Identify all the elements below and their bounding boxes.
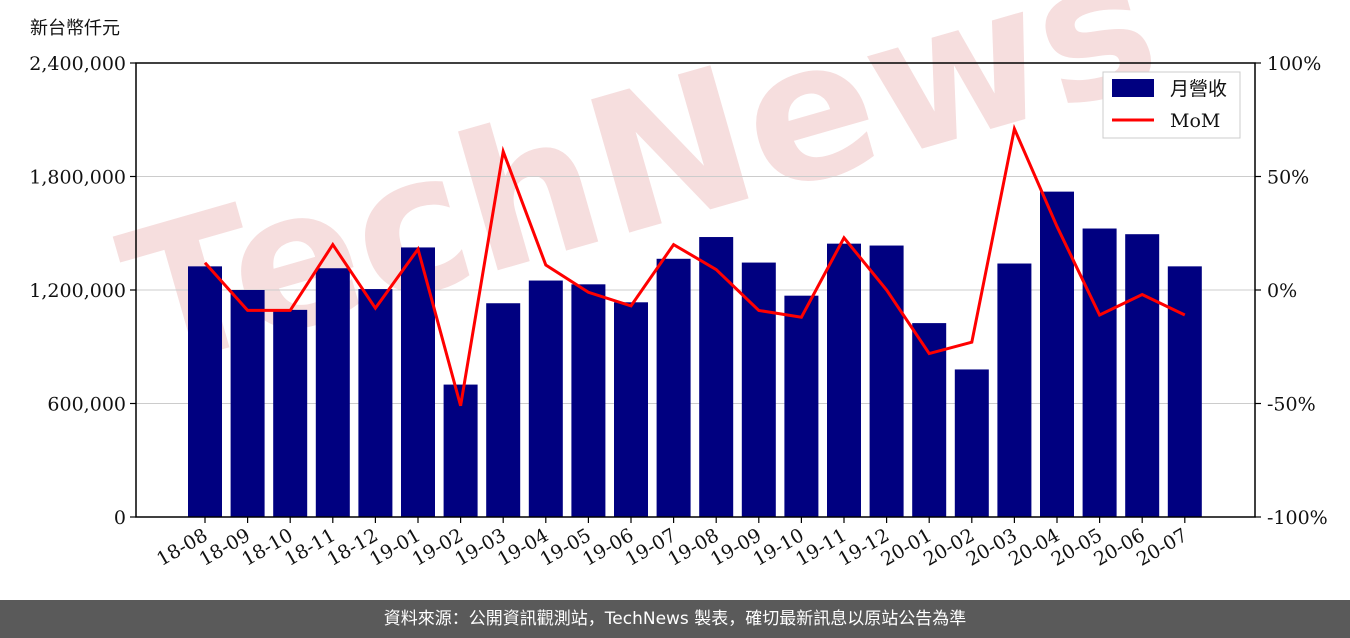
bar-20-07 [1167,266,1202,517]
y-left-tick-label: 2,400,000 [29,53,126,75]
bar-20-04 [1040,191,1074,517]
revenue-chart: TechNews 0600,0001,200,0001,800,0002,400… [29,0,1328,571]
y-right-tick-label: -100% [1267,507,1328,529]
bar-20-06 [1125,234,1160,517]
bar-18-10 [273,309,308,517]
legend-label-revenue: 月營收 [1170,78,1227,100]
legend-bar-swatch [1112,79,1154,97]
bar-20-02 [954,369,989,517]
revenue-bars [188,191,1202,518]
y-right-tick-label: 0% [1267,280,1297,302]
bar-18-08 [188,266,222,517]
bar-19-07 [656,258,691,517]
bar-19-08 [699,237,734,518]
bar-19-03 [486,303,521,517]
legend: 月營收 MoM [1102,71,1241,139]
y-left-tick-label: 600,000 [47,394,126,416]
y-left-tick-label: 0 [114,507,126,529]
bar-18-12 [358,289,393,517]
mom-line [203,123,1186,407]
bar-19-05 [571,284,606,517]
y-right-tick-label: 100% [1267,53,1321,75]
legend-label-mom: MoM [1170,110,1220,132]
y-right-tick-label: -50% [1267,394,1316,416]
bar-18-09 [230,290,265,517]
bar-18-11 [315,268,350,517]
bar-19-04 [528,280,563,517]
bar-19-10 [784,295,819,517]
bar-19-09 [741,262,776,517]
bar-20-01 [912,323,947,517]
bar-19-11 [827,243,861,517]
y-axis-unit-label: 新台幣仟元 [30,18,120,39]
y-right-tick-label: 50% [1267,167,1309,189]
mom-line-layer [203,123,1186,407]
y-left-tick-label: 1,800,000 [29,167,126,189]
bar-20-03 [997,263,1032,517]
bar-19-12 [869,245,904,517]
source-footer: 資料來源：公開資訊觀測站，TechNews 製表，確切最新訊息以原站公告為準 [0,600,1350,638]
y-left-tick-label: 1,200,000 [29,280,126,302]
bar-19-02 [443,384,478,517]
bar-19-06 [614,302,648,517]
bar-20-05 [1082,228,1117,518]
